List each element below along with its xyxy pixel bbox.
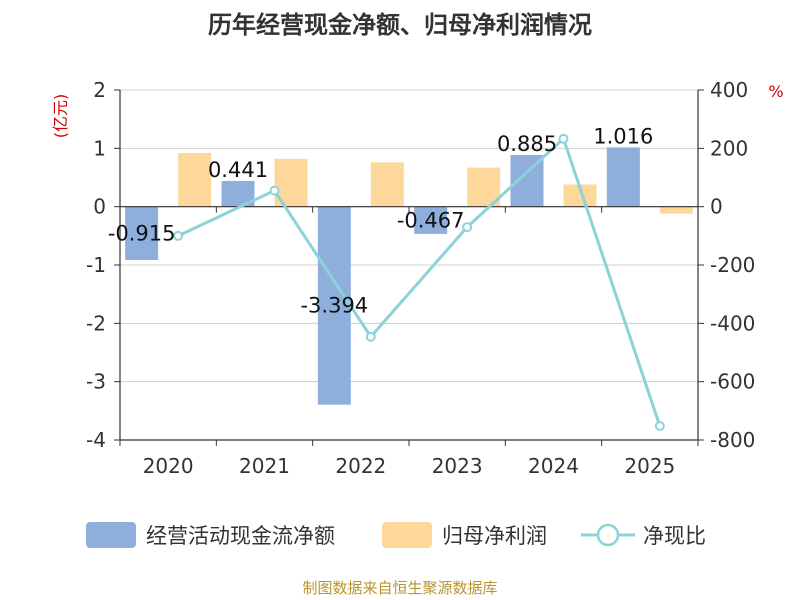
left-tick-label: -2 [86, 311, 106, 335]
cashflow-bar[interactable] [317, 206, 351, 405]
legend-item[interactable]: 归母净利润 [382, 522, 547, 548]
right-tick-label: -600 [710, 370, 755, 394]
right-axis-unit: % [768, 82, 783, 101]
x-tick-label: 2021 [239, 454, 290, 478]
left-tick-label: 0 [93, 195, 106, 219]
chart-title: 历年经营现金净额、归母净利润情况 [208, 11, 592, 39]
right-tick-label: -800 [710, 428, 755, 452]
x-tick-label: 2025 [624, 454, 675, 478]
legend-label: 净现比 [643, 524, 706, 548]
right-tick-label: 200 [710, 136, 748, 160]
legend-item[interactable]: 净现比 [581, 523, 706, 548]
line-series [173, 133, 665, 431]
legend-label: 归母净利润 [442, 524, 547, 548]
legend-swatch [86, 522, 136, 548]
legend-marker [596, 523, 620, 547]
bar-data-label: 1.016 [593, 124, 653, 148]
bar-data-label: 0.441 [208, 158, 268, 182]
x-tick-label: 2022 [335, 454, 386, 478]
left-axis-unit: (亿元) [51, 94, 70, 139]
net-profit-bar[interactable] [659, 206, 693, 214]
bar-series [125, 147, 693, 405]
net-profit-bar[interactable] [178, 153, 212, 207]
right-tick-label: -200 [710, 253, 755, 277]
net-profit-bar[interactable] [563, 184, 597, 207]
right-tick-label: -400 [710, 311, 755, 335]
ratio-line [177, 136, 662, 427]
axes: 2 1 0 -1 -2 -3 -4 400 200 0 -200 -400 -600 -800 2020 20… [86, 78, 755, 478]
net-profit-bar[interactable] [370, 162, 404, 207]
ratio-point[interactable] [462, 222, 473, 233]
cashflow-bar[interactable] [606, 147, 640, 207]
left-tick-label: 1 [93, 136, 106, 160]
x-tick-label: 2023 [432, 454, 483, 478]
legend-item[interactable]: 经营活动现金流净额 [86, 522, 335, 548]
x-tick-label: 2024 [528, 454, 579, 478]
ratio-point[interactable] [654, 421, 665, 431]
legend-label: 经营活动现金流净额 [146, 524, 335, 548]
left-tick-label: -3 [86, 370, 106, 394]
cashflow-bar[interactable] [125, 206, 159, 261]
source-note: 制图数据来自恒生聚源数据库 [302, 579, 497, 597]
bar-data-label: -0.915 [108, 221, 176, 245]
left-tick-label: 2 [93, 78, 106, 102]
ratio-point[interactable] [173, 230, 184, 241]
bar-data-label: -0.467 [397, 208, 465, 232]
right-tick-label: 0 [710, 195, 723, 219]
right-tick-label: 400 [710, 78, 748, 102]
left-tick-label: -4 [86, 428, 106, 452]
ratio-point[interactable] [365, 331, 376, 342]
legend-swatch [382, 522, 432, 548]
cashflow-bar[interactable] [414, 206, 448, 234]
ratio-point[interactable] [269, 185, 280, 196]
bar-data-label: -3.394 [300, 294, 368, 318]
data-labels: -0.915 0.441 -3.394 -0.467 0.885 1.016 [108, 124, 654, 317]
x-tick-label: 2020 [143, 454, 194, 478]
left-tick-label: -1 [86, 253, 106, 277]
legend[interactable]: 经营活动现金流净额 归母净利润 净现比 [86, 522, 706, 548]
bar-data-label: 0.885 [497, 132, 557, 156]
ratio-point[interactable] [558, 133, 569, 144]
